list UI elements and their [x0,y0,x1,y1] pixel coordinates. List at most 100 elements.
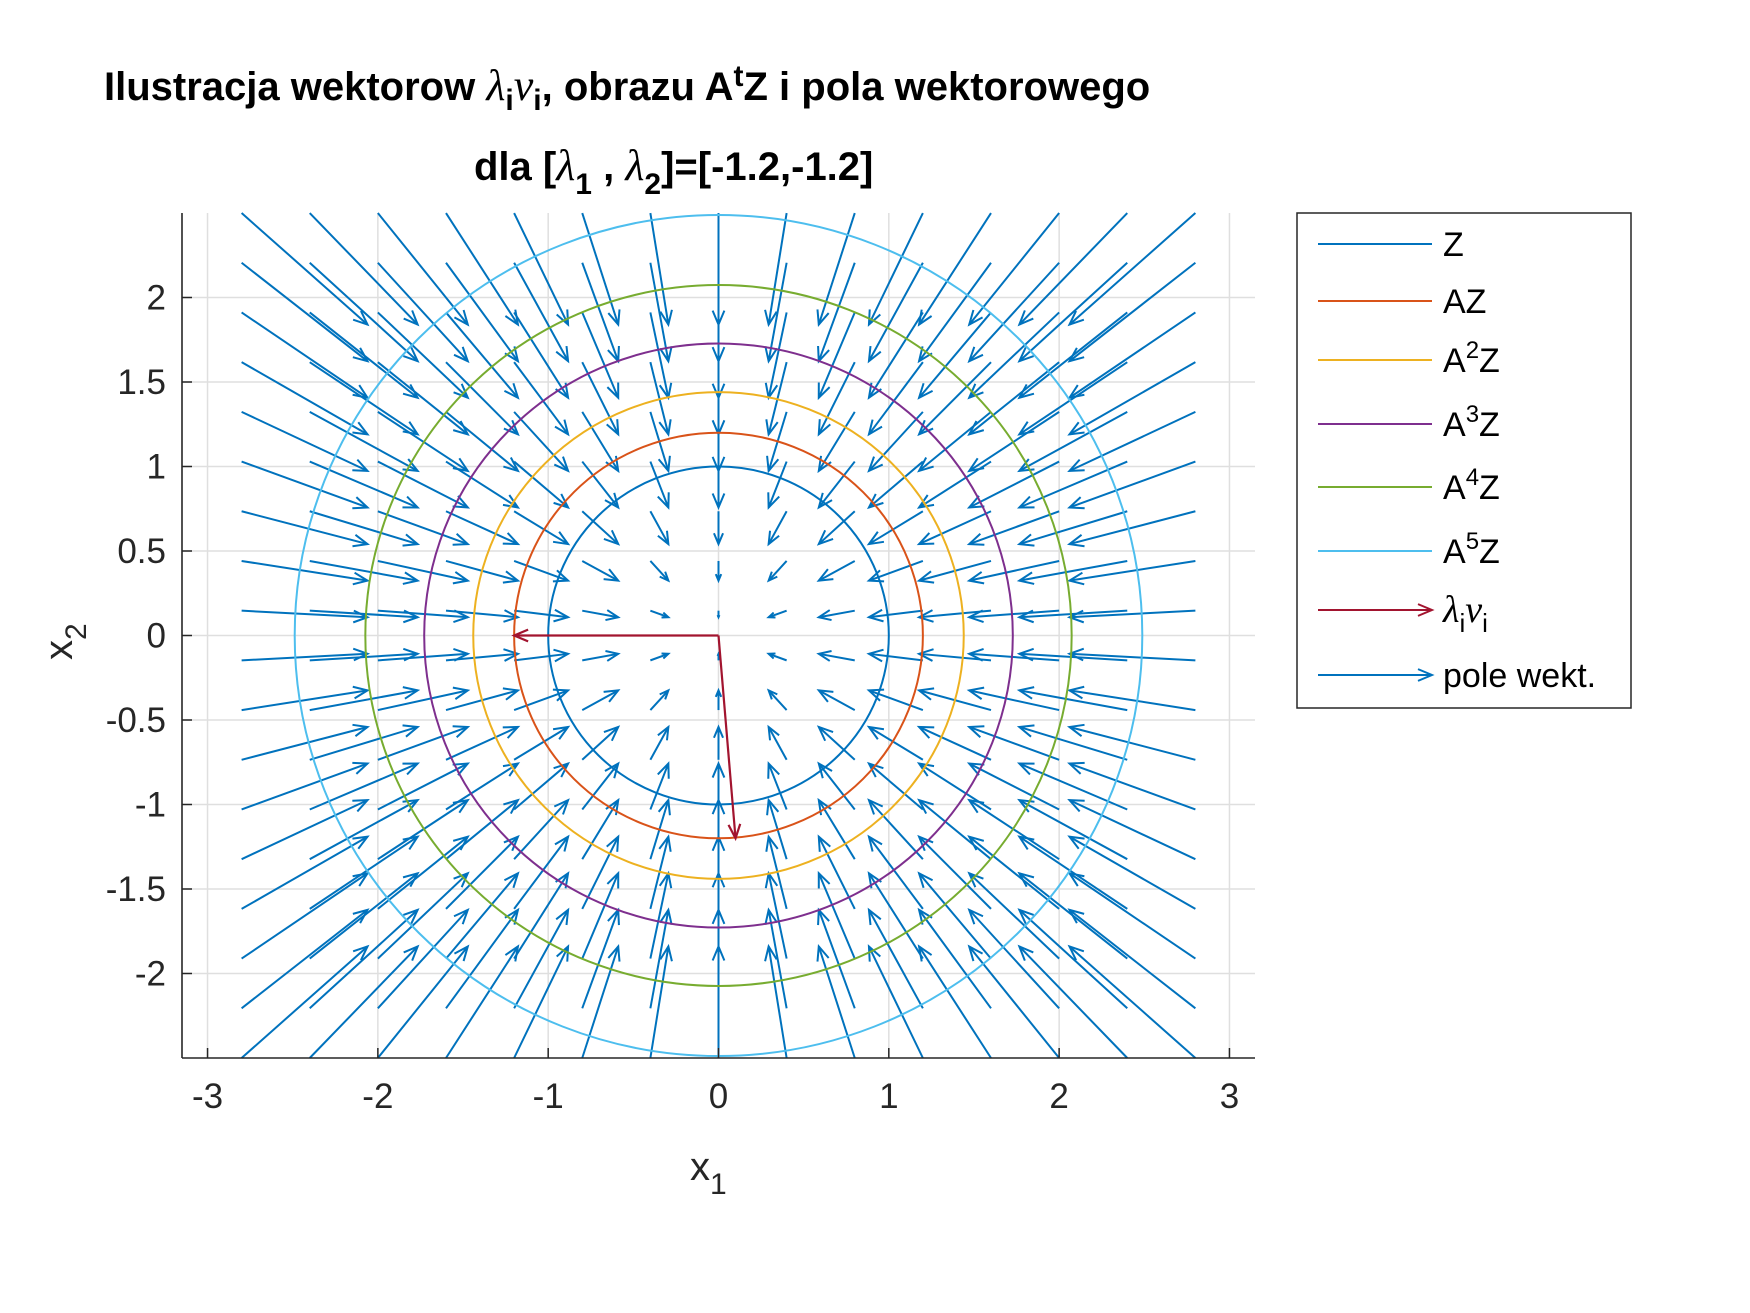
field-arrow [917,907,992,1009]
field-arrow [767,724,788,761]
field-arrow [513,311,570,400]
field-arrow [309,460,421,509]
field-arrow [966,648,1060,662]
title-lambda: λ [484,61,505,110]
y-tick-label: -1 [135,786,166,825]
title-sub-i: i [505,84,513,117]
field-arrow [309,311,420,400]
field-arrow [966,559,1060,585]
field-arrow [816,650,855,662]
field-arrow [445,311,520,400]
field-arrow [966,762,1060,811]
legend-item: A5Z [1318,528,1500,571]
field-arrow [967,212,1060,327]
field-arrow [309,686,421,712]
field-arrow [581,689,621,711]
field-arrow [967,871,1060,960]
field-arrow [967,944,1060,1059]
field-arrow [581,460,620,510]
legend-label: A2Z [1443,337,1500,380]
field-arrow [1067,799,1196,861]
field-arrow [1066,609,1196,624]
field-arrow [713,511,724,547]
field-arrow [1067,311,1196,400]
title2-pre: dla [ [474,145,556,189]
field-arrow [1016,559,1128,585]
title-text-pre: Ilustracja wektorow [104,65,486,109]
field-arrow [967,798,1060,861]
title2-sub1: 1 [575,168,592,201]
field-arrow [766,609,787,619]
field-arrow [917,411,992,473]
field-arrow [650,609,671,619]
field-arrow [1066,510,1196,548]
title2-post: ]=[-1.2,-1.2] [661,145,873,189]
field-arrow [1067,212,1197,327]
field-arrow [581,797,620,860]
field-arrow [816,609,855,622]
field-arrow [816,560,856,582]
field-arrow [513,361,570,437]
field-arrow [582,609,621,622]
field-arrow [917,798,992,860]
field-arrow [513,725,571,761]
field-arrow [445,460,521,509]
title2-sep: , [592,145,625,189]
field-arrow [377,559,471,585]
field-arrow [866,648,924,663]
field-arrow [967,907,1060,1009]
legend-item: Z [1318,226,1464,264]
field-arrow [766,560,788,583]
legend-item: λiνi [1318,589,1488,638]
field-arrow [240,261,370,363]
field-arrow [445,798,520,860]
field-arrow [866,608,924,623]
field-arrow [513,871,570,960]
legend-label: λiνi [1442,589,1488,638]
y-tick-label: 0.5 [117,532,166,571]
legend-label: pole wekt. [1443,657,1596,695]
title2-lambda2: λ [623,141,644,190]
plot-area: -3 -2 -1 0 1 2 3 -2 -1.5 -1 -0.5 0 0.5 1 1.5 2 [106,212,1255,1116]
field-arrow [767,761,788,810]
field-arrow [649,560,671,583]
field-arrow [867,944,924,1059]
field-arrow [649,510,670,547]
axes [181,213,1255,1059]
field-arrow [241,361,370,436]
field-arrow [711,760,726,810]
field-arrow [513,648,571,663]
field-arrow [240,944,370,1059]
field-arrow [765,834,788,910]
title-sub-i2: i [533,84,541,117]
field-arrow [445,725,521,761]
title-text-mid: , obrazu A [542,65,734,109]
legend-label: A4Z [1443,464,1500,507]
field-arrow [445,510,521,546]
field-arrow [445,762,521,811]
legend-label: Z [1443,226,1464,264]
field-arrow [241,460,370,510]
field-arrow [1016,686,1128,712]
field-arrow [650,652,671,662]
field-arrow [241,685,371,712]
field-arrow [581,761,620,811]
field-arrow [764,943,788,1059]
field-arrow [967,835,1060,910]
field-arrow [816,725,856,761]
field-arrow [513,761,571,811]
legend-item: pole wekt. [1318,657,1596,695]
field-arrow [649,724,670,761]
field-arrow [1067,871,1196,960]
field-arrow [817,312,856,401]
field-arrow [581,312,620,401]
y-tick-label: -2 [135,955,166,994]
field-arrow [816,510,856,546]
eigen-vectors [511,628,742,842]
field-arrow [445,907,520,1009]
title-sup-t: t [733,60,743,93]
field-arrow [377,907,470,1009]
field-arrow [966,510,1060,546]
field-arrow [967,262,1060,364]
field-arrow [649,834,672,910]
